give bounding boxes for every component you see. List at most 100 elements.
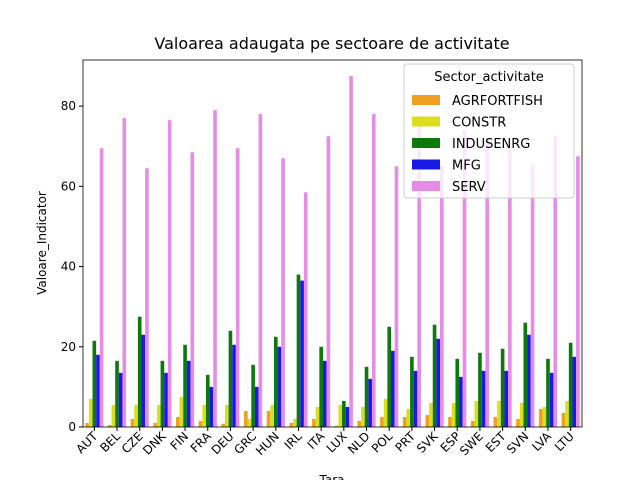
bar xyxy=(300,280,304,427)
bar xyxy=(448,416,452,427)
bar xyxy=(425,414,430,427)
x-tick-label: LTU xyxy=(552,429,577,454)
bar xyxy=(296,274,301,427)
bar xyxy=(221,423,225,427)
chart-title: Valoarea adaugata pe sectoare de activit… xyxy=(154,34,509,53)
bar xyxy=(383,398,388,427)
legend-swatch xyxy=(412,116,440,127)
bar xyxy=(183,344,187,427)
bar xyxy=(266,410,271,427)
bar xyxy=(342,400,346,427)
bar xyxy=(137,316,142,427)
x-tick-label: ITA xyxy=(305,429,328,452)
bar xyxy=(315,406,320,427)
bar xyxy=(516,418,520,427)
bar xyxy=(572,356,577,427)
bar xyxy=(175,416,180,427)
x-tick-label: POL xyxy=(369,429,396,456)
bar xyxy=(459,376,463,427)
bar xyxy=(186,360,191,427)
x-tick-label: CZE xyxy=(119,429,146,456)
bar xyxy=(326,136,331,428)
x-tick-label: SVK xyxy=(414,428,441,455)
bar xyxy=(368,378,372,427)
bar xyxy=(568,342,573,427)
bar xyxy=(164,372,168,427)
bar xyxy=(553,136,558,428)
bar xyxy=(413,370,418,427)
bar xyxy=(371,114,376,428)
bar xyxy=(92,340,97,427)
legend-title: Sector_activitate xyxy=(434,70,544,85)
x-tick-label: PRT xyxy=(393,429,419,455)
bar xyxy=(251,364,255,427)
bar xyxy=(417,126,421,427)
legend-label: SERV xyxy=(452,180,486,195)
x-tick-label: DEU xyxy=(209,429,237,457)
y-tick-label: 40 xyxy=(61,260,76,274)
bar xyxy=(345,406,350,427)
bar xyxy=(156,404,161,427)
bar xyxy=(224,404,229,427)
bar xyxy=(478,352,482,427)
bar xyxy=(485,138,490,427)
bar xyxy=(244,410,248,427)
y-tick-label: 60 xyxy=(61,179,76,193)
bar xyxy=(247,418,252,427)
bar xyxy=(99,148,104,428)
bar xyxy=(111,404,116,427)
bar xyxy=(303,192,308,427)
bar xyxy=(436,338,441,427)
bar xyxy=(357,420,362,427)
x-tick-label: SVN xyxy=(504,429,531,456)
bar xyxy=(319,346,323,427)
y-tick-label: 20 xyxy=(61,340,76,354)
x-tick-label: FRA xyxy=(188,429,215,456)
bar xyxy=(391,350,395,427)
bar xyxy=(410,356,414,427)
bar xyxy=(406,408,411,427)
bar xyxy=(258,114,263,428)
bar xyxy=(202,404,206,427)
bar xyxy=(508,146,512,427)
bar xyxy=(190,152,195,427)
bar xyxy=(387,326,392,427)
x-tick-label: AUT xyxy=(73,429,101,457)
bar xyxy=(213,110,217,428)
bar xyxy=(470,420,475,427)
bar xyxy=(549,372,554,427)
bar xyxy=(209,386,214,427)
bar xyxy=(134,404,138,427)
y-axis-label: Valoare_Indicator xyxy=(35,191,49,295)
bar xyxy=(96,354,100,427)
bar xyxy=(429,402,433,427)
x-tick-label: SWE xyxy=(457,429,486,458)
legend-label: AGRFORTFISH xyxy=(452,94,543,109)
bar xyxy=(289,422,294,427)
bar xyxy=(85,422,89,427)
bar xyxy=(254,386,259,427)
x-tick-label: GRC xyxy=(231,429,259,457)
bar xyxy=(519,402,524,427)
bar xyxy=(481,370,486,427)
bar xyxy=(122,118,127,427)
bar xyxy=(115,360,119,427)
bar xyxy=(235,148,240,428)
bar xyxy=(504,370,509,427)
x-tick-label: EST xyxy=(483,429,509,455)
legend-swatch xyxy=(412,181,440,191)
bar xyxy=(440,166,444,427)
bar xyxy=(153,422,157,427)
x-tick-label: HUN xyxy=(253,429,282,458)
bar xyxy=(576,156,580,427)
bar xyxy=(179,396,184,427)
bar xyxy=(538,408,543,427)
bar xyxy=(130,418,135,427)
plot-frame xyxy=(82,59,583,428)
bar xyxy=(273,336,278,427)
bar xyxy=(432,324,437,427)
x-tick-label: FIN xyxy=(168,429,192,453)
bar xyxy=(118,372,123,427)
bar xyxy=(277,346,282,427)
